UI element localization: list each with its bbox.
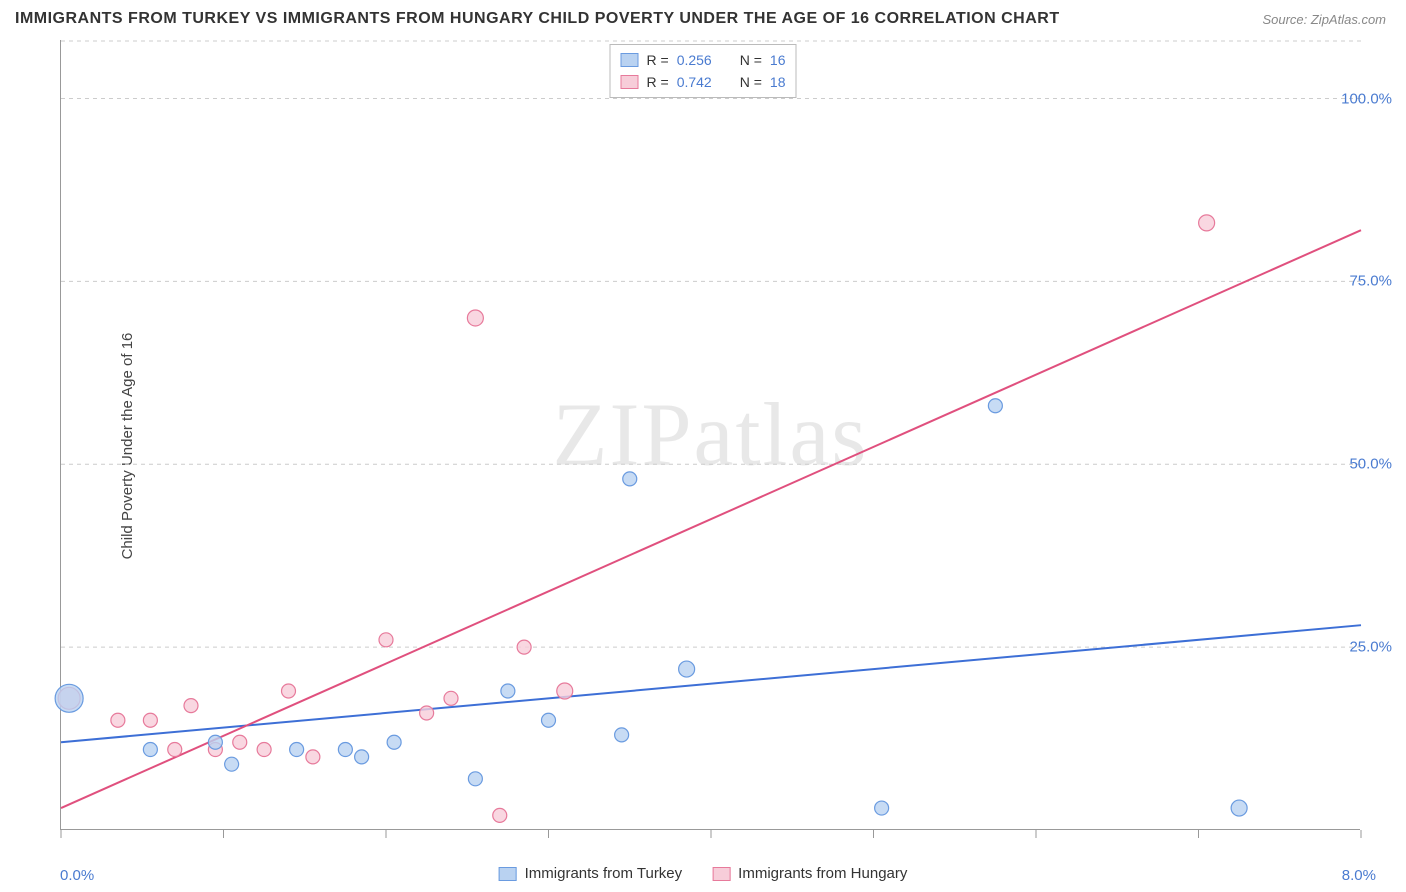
- source-label: Source: ZipAtlas.com: [1262, 12, 1386, 27]
- r-value-turkey: 0.256: [677, 52, 712, 68]
- y-tick-label: 100.0%: [1341, 90, 1392, 107]
- swatch-hungary: [621, 75, 639, 89]
- legend-label-hungary: Immigrants from Hungary: [738, 865, 907, 882]
- x-axis-min-label: 0.0%: [60, 867, 94, 884]
- n-value-turkey: 16: [770, 52, 786, 68]
- plot-area: ZIPatlas: [60, 40, 1360, 830]
- n-value-hungary: 18: [770, 74, 786, 90]
- legend-stats-row-turkey: R = 0.256 N = 16: [621, 49, 786, 71]
- y-tick-label: 50.0%: [1349, 456, 1392, 473]
- chart-svg: [61, 40, 1360, 829]
- swatch-turkey: [621, 53, 639, 67]
- n-label: N =: [740, 52, 762, 68]
- y-tick-label: 75.0%: [1349, 273, 1392, 290]
- legend-series: Immigrants from Turkey Immigrants from H…: [499, 865, 908, 882]
- swatch-turkey-bottom: [499, 867, 517, 881]
- y-tick-label: 25.0%: [1349, 639, 1392, 656]
- r-label: R =: [647, 74, 669, 90]
- r-value-hungary: 0.742: [677, 74, 712, 90]
- legend-stats-box: R = 0.256 N = 16 R = 0.742 N = 18: [610, 44, 797, 98]
- swatch-hungary-bottom: [712, 867, 730, 881]
- x-axis-max-label: 8.0%: [1342, 867, 1376, 884]
- chart-title: IMMIGRANTS FROM TURKEY VS IMMIGRANTS FRO…: [15, 10, 1060, 28]
- legend-stats-row-hungary: R = 0.742 N = 18: [621, 71, 786, 93]
- n-label: N =: [740, 74, 762, 90]
- legend-label-turkey: Immigrants from Turkey: [525, 865, 683, 882]
- legend-item-hungary: Immigrants from Hungary: [712, 865, 907, 882]
- r-label: R =: [647, 52, 669, 68]
- legend-item-turkey: Immigrants from Turkey: [499, 865, 683, 882]
- chart-container: IMMIGRANTS FROM TURKEY VS IMMIGRANTS FRO…: [0, 0, 1406, 892]
